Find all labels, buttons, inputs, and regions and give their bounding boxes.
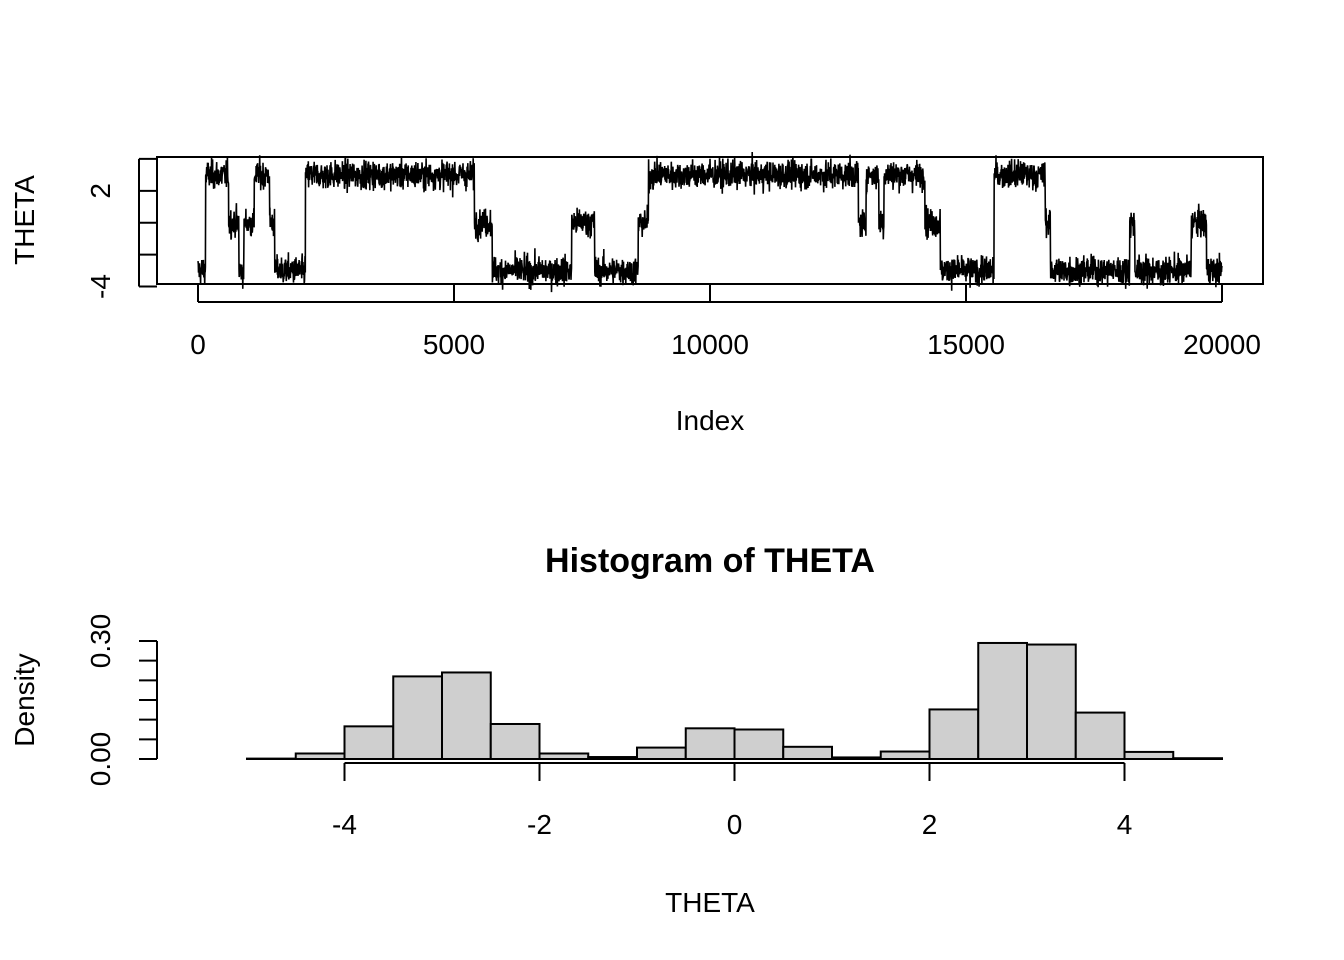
- histogram-bar: [1026, 643, 1077, 760]
- trace-x-tick-label: 15000: [927, 329, 1005, 360]
- trace-line: [197, 151, 1223, 293]
- histogram-y-tick-label: 0.30: [85, 614, 116, 669]
- trace-y-axis-title: THETA: [9, 175, 40, 265]
- trace-y-tick-label: -4: [85, 274, 116, 299]
- histogram-title: Histogram of THETA: [545, 542, 875, 580]
- histogram-bar: [441, 671, 492, 761]
- histogram-bar: [489, 722, 541, 761]
- trace-x-tick-label: 10000: [671, 329, 749, 360]
- histogram-x-tick-label: 2: [922, 809, 938, 840]
- histogram-y-axis-title: Density: [9, 653, 40, 746]
- trace-x-axis-title: Index: [676, 405, 745, 436]
- histogram-bar: [928, 708, 980, 761]
- histogram-bar: [684, 727, 736, 761]
- histogram-x-tick-label: 4: [1117, 809, 1133, 840]
- histogram-bar: [587, 756, 638, 760]
- histogram-bar: [782, 745, 833, 760]
- histogram-bar: [1172, 757, 1223, 760]
- histogram-bars: [246, 641, 1223, 761]
- histogram-bar: [294, 752, 346, 761]
- histogram-y-tick-label: 0.00: [85, 732, 116, 787]
- histogram-bar: [392, 675, 443, 761]
- trace-x-tick-label: 5000: [423, 329, 485, 360]
- histogram-bar: [538, 752, 590, 761]
- histogram-panel: Histogram of THETA -4 -2 0 2 4 0.00 0.30 THET…: [9, 542, 1223, 918]
- histogram-x-tick-label: -4: [332, 809, 357, 840]
- trace-x-tick-label: 20000: [1183, 329, 1261, 360]
- histogram-x-axis: -4 -2 0 2 4: [332, 762, 1133, 840]
- trace-x-tick-label: 0: [190, 329, 206, 360]
- histogram-bar: [831, 756, 882, 761]
- trace-y-axis: -4 2: [85, 157, 157, 299]
- trace-x-axis: 0 5000 10000 15000 20000: [190, 284, 1261, 360]
- histogram-bar: [1123, 750, 1175, 760]
- trace-plot-panel: 0 5000 10000 15000 20000 -4 2 Index THETA: [9, 151, 1264, 436]
- histogram-bar: [879, 750, 931, 761]
- histogram-y-axis: 0.00 0.30: [85, 614, 158, 787]
- histogram-bar: [343, 725, 395, 760]
- histogram-x-tick-label: -2: [527, 809, 552, 840]
- histogram-x-tick-label: 0: [727, 809, 743, 840]
- histogram-bar: [733, 728, 785, 760]
- histogram-bar: [1074, 711, 1126, 761]
- histogram-x-axis-title: THETA: [665, 887, 755, 918]
- trace-series: [197, 151, 1223, 293]
- trace-y-tick-label: 2: [85, 183, 116, 199]
- histogram-bar: [977, 641, 1028, 761]
- histogram-bar: [636, 746, 687, 760]
